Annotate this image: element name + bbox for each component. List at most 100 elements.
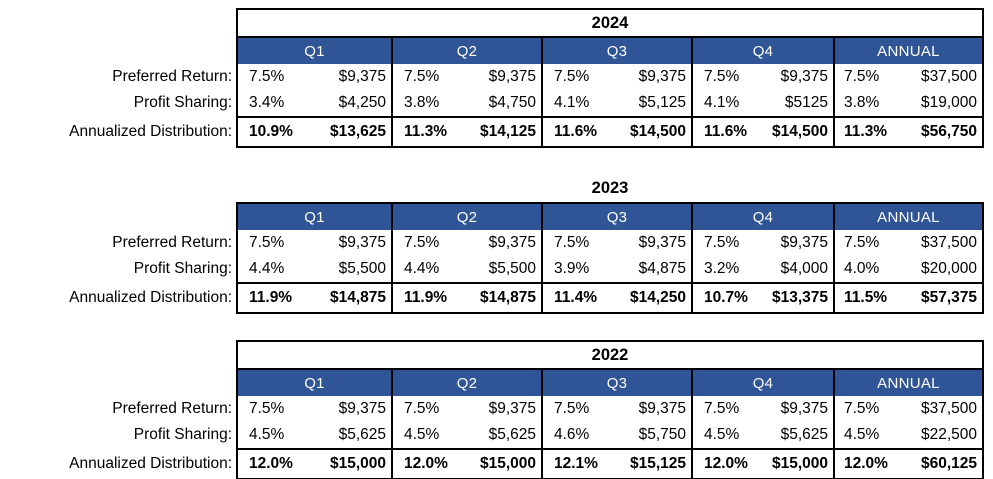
row-label-column: Preferred Return: Profit Sharing: Annualiz… [0,8,236,148]
column-header-row: Q1 Q2 Q3 Q4 ANNUAL [238,204,982,230]
data-row: 4.5% $5,625 4.5% $5,625 4.6% $5,750 4.5% $5,625… [238,422,982,448]
cell-percent: 7.5% [249,68,285,85]
cell-group: 11.6% $14,500 [541,118,691,146]
cell-group: 3.8% $19,000 [833,90,982,116]
cell-amount: $37,500 [920,234,977,251]
cell-group: 11.9% $14,875 [238,284,391,312]
cell-group: 7.5% $9,375 [238,396,391,422]
cell-percent: 7.5% [844,400,880,417]
cell-group: 3.8% $4,750 [391,90,541,116]
cell-amount: $14,250 [629,289,686,306]
cell-group: 7.5% $9,375 [391,64,541,90]
cell-amount: $19,000 [920,94,977,111]
cell-amount: $9,375 [780,234,828,251]
cell-group: 7.5% $9,375 [391,230,541,256]
cell-percent: 7.5% [404,68,440,85]
cell-amount: $5,625 [780,426,828,443]
cell-group: 7.5% $37,500 [833,230,982,256]
table-box: Q1 Q2 Q3 Q4 ANNUAL 7.5% $9,375 7.5% $9,375 7.5% $… [236,368,984,479]
cell-group: 3.4% $4,250 [238,90,391,116]
table-area: 2022 Q1 Q2 Q3 Q4 ANNUAL 7.5% $9,375 7.5% $9,375… [236,340,984,479]
cell-group: 12.1% $15,125 [541,450,691,478]
cell-amount: $57,375 [920,289,977,306]
cell-group: 10.7% $13,375 [691,284,833,312]
year-table-2024: Preferred Return: Profit Sharing: Annualiz… [0,8,993,148]
data-row: 12.0% $15,000 12.0% $15,000 12.1% $15,125 12.0… [238,448,982,478]
cell-amount: $9,375 [488,234,536,251]
cell-amount: $15,000 [771,455,828,472]
cell-percent: 10.9% [249,123,293,140]
cell-amount: $5,625 [338,426,386,443]
cell-amount: $9,375 [338,68,386,85]
column-header-q2: Q2 [391,370,541,396]
cell-group: 11.6% $14,500 [691,118,833,146]
cell-amount: $15,000 [479,455,536,472]
cell-amount: $9,375 [338,400,386,417]
cell-group: 12.0% $60,125 [833,450,982,478]
cell-amount: $14,500 [629,123,686,140]
cell-percent: 11.3% [404,123,448,140]
cell-group: 11.3% $56,750 [833,118,982,146]
cell-amount: $15,125 [629,455,686,472]
cell-group: 7.5% $9,375 [391,396,541,422]
column-header-q4: Q4 [691,38,833,64]
row-label: Annualized Distribution: [69,289,232,306]
cell-amount: $4,000 [780,260,828,277]
column-header-q1: Q1 [304,42,325,60]
cell-group: 4.5% $5,625 [238,422,391,448]
cell-percent: 12.0% [404,455,448,472]
cell-percent: 7.5% [404,400,440,417]
cell-percent: 12.0% [704,455,748,472]
table-box: Q1 Q2 Q3 Q4 ANNUAL 7.5% $9,375 7.5% $9,375 7.5% $… [236,36,984,148]
cell-percent: 7.5% [704,400,740,417]
data-row: 10.9% $13,625 11.3% $14,125 11.6% $14,500 11.6… [238,116,982,146]
cell-percent: 3.8% [844,94,880,111]
cell-percent: 11.3% [844,123,888,140]
cell-group: 11.4% $14,250 [541,284,691,312]
cell-group: 7.5% $9,375 [238,230,391,256]
cell-percent: 12.0% [844,455,888,472]
cell-percent: 7.5% [844,234,880,251]
table-box: Q1 Q2 Q3 Q4 ANNUAL 7.5% $9,375 7.5% $9,375 7.5% $… [236,202,984,314]
cell-amount: $9,375 [488,68,536,85]
cell-percent: 7.5% [554,68,590,85]
cell-group: 4.4% $5,500 [391,256,541,282]
cell-percent: 11.5% [844,289,888,306]
row-label: Annualized Distribution: [69,455,232,472]
column-header-q3: Q3 [541,204,691,230]
cell-percent: 3.2% [704,260,740,277]
table-title-year: 2024 [236,8,984,36]
row-label: Preferred Return: [112,400,232,417]
cell-percent: 4.0% [844,260,880,277]
cell-amount: $14,875 [329,289,386,306]
cell-percent: 11.9% [404,289,448,306]
column-header-q1: Q1 [304,208,325,226]
cell-group: 7.5% $9,375 [541,230,691,256]
cell-amount: $37,500 [920,400,977,417]
cell-group: 4.1% $5125 [691,90,833,116]
cell-group: 7.5% $9,375 [691,396,833,422]
cell-percent: 4.4% [404,260,440,277]
row-label: Profit Sharing: [133,426,232,443]
cell-percent: 4.4% [249,260,285,277]
row-label: Preferred Return: [112,234,232,251]
cell-percent: 7.5% [704,234,740,251]
cell-group: 4.5% $5,625 [391,422,541,448]
cell-amount: $9,375 [780,400,828,417]
data-row: 7.5% $9,375 7.5% $9,375 7.5% $9,375 7.5% $9,375… [238,396,982,422]
column-header-q4: Q4 [691,370,833,396]
column-header-row: Q1 Q2 Q3 Q4 ANNUAL [238,370,982,396]
cell-amount: $9,375 [488,400,536,417]
cell-group: 7.5% $9,375 [691,230,833,256]
cell-percent: 7.5% [844,68,880,85]
column-header-annual: ANNUAL [833,370,982,396]
cell-group: 12.0% $15,000 [391,450,541,478]
cell-amount: $5,750 [638,426,686,443]
cell-amount: $14,500 [771,123,828,140]
cell-amount: $13,375 [771,289,828,306]
column-header-q2: Q2 [391,204,541,230]
column-header-q2: Q2 [391,38,541,64]
cell-amount: $9,375 [338,234,386,251]
cell-amount: $5,625 [488,426,536,443]
cell-amount: $4,250 [338,94,386,111]
